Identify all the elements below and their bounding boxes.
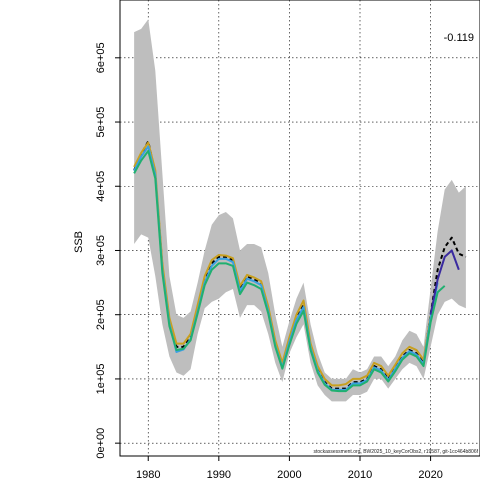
y-tick-label: 5e+05	[95, 107, 107, 138]
chart-annotation: -0.119	[444, 32, 474, 44]
series-line-2	[133, 141, 432, 387]
series-line-4	[429, 249, 460, 315]
x-tick-label: 2000	[277, 469, 301, 480]
grid-lines	[120, 0, 480, 456]
y-tick-label: 2e+05	[95, 299, 107, 330]
y-axis: 0e+00 1e+05 2e+05 3e+05 4e+05 5e+05 6e+05	[95, 42, 120, 459]
footer-credit: stockassessment.org, BW2025_10_keyCorObs…	[313, 449, 478, 455]
y-axis-label: SSB	[73, 231, 85, 253]
y-tick-label: 6e+05	[95, 42, 107, 73]
x-tick-label: 2010	[348, 469, 372, 480]
y-tick-label: 3e+05	[95, 235, 107, 266]
x-tick-label: 1990	[207, 469, 231, 480]
y-tick-label: 4e+05	[95, 171, 107, 202]
y-tick-label: 1e+05	[95, 363, 107, 394]
confidence-band	[134, 19, 466, 402]
x-axis: 1980 1990 2000 2010 2020	[136, 456, 443, 480]
plot-frame	[119, 0, 480, 457]
x-tick-label: 2020	[418, 469, 442, 480]
series-lines	[133, 140, 467, 393]
series-line-1	[133, 140, 467, 390]
series-line-5	[133, 149, 446, 393]
x-tick-label: 1980	[136, 469, 160, 480]
confidence-band-area	[134, 19, 466, 402]
y-tick-label: 0e+00	[95, 428, 107, 459]
